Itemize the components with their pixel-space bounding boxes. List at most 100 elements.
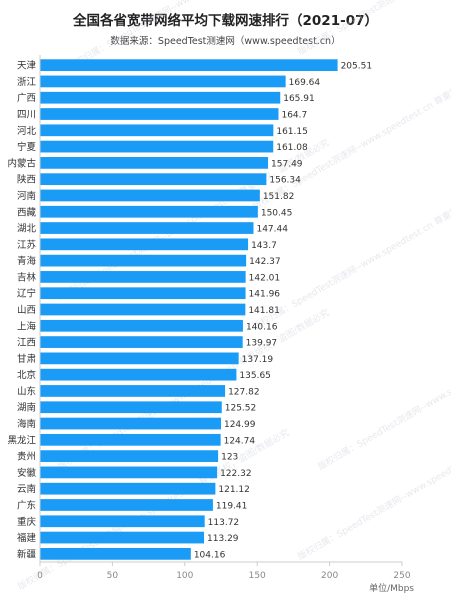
value-label: 113.72 bbox=[208, 518, 240, 528]
bar bbox=[40, 189, 260, 202]
category-label: 江西 bbox=[17, 338, 36, 349]
chart-subtitle: 数据来源：SpeedTest测速网（www.speedtest.cn） bbox=[110, 36, 341, 47]
category-label: 广西 bbox=[17, 92, 36, 104]
category-label: 江苏 bbox=[17, 239, 37, 251]
value-label: 122.32 bbox=[220, 469, 252, 479]
category-label: 海南 bbox=[17, 418, 36, 430]
category-label: 广东 bbox=[17, 499, 36, 511]
category-label: 吉林 bbox=[17, 271, 37, 283]
bar bbox=[40, 205, 258, 218]
x-tick-label: 100 bbox=[176, 571, 193, 581]
category-label: 北京 bbox=[17, 369, 36, 381]
value-label: 135.65 bbox=[239, 371, 271, 381]
bar bbox=[40, 271, 246, 283]
value-label: 161.15 bbox=[276, 127, 308, 137]
category-label: 宁夏 bbox=[17, 141, 37, 153]
value-label: 157.49 bbox=[271, 159, 303, 169]
category-label: 陕西 bbox=[17, 174, 36, 186]
category-label: 青海 bbox=[17, 255, 37, 267]
category-label: 黑龙江 bbox=[7, 434, 36, 446]
x-tick-label: 200 bbox=[321, 571, 338, 581]
bar bbox=[40, 433, 221, 446]
category-label: 四川 bbox=[17, 110, 36, 121]
bar bbox=[40, 417, 221, 430]
category-label: 安徽 bbox=[17, 467, 37, 479]
value-label: 143.7 bbox=[251, 241, 277, 251]
category-label: 甘肃 bbox=[17, 353, 36, 365]
bar bbox=[40, 91, 281, 104]
bar bbox=[40, 319, 243, 332]
bar bbox=[40, 157, 269, 169]
category-label: 山东 bbox=[17, 385, 36, 397]
watermark-text: 版权归属：SpeedTest测速网--www.speedtest.cn 尊重版权… bbox=[296, 396, 451, 562]
value-label: 142.37 bbox=[249, 257, 281, 267]
value-label: 140.16 bbox=[246, 322, 278, 332]
bar bbox=[40, 59, 338, 72]
bar bbox=[40, 499, 213, 511]
category-label: 福建 bbox=[17, 532, 37, 544]
bar bbox=[40, 254, 247, 267]
category-label: 西藏 bbox=[17, 206, 37, 218]
value-label: 124.74 bbox=[224, 436, 256, 446]
category-label: 贵州 bbox=[17, 451, 36, 463]
watermark-text: 版权归属：SpeedTest测速网--www.speedtest.cn 尊重版权… bbox=[296, 0, 451, 58]
category-label: 重庆 bbox=[17, 516, 37, 528]
chart-title: 全国各省宽带网络平均下载网速排行（2021-07） bbox=[73, 13, 378, 29]
bar bbox=[40, 124, 274, 137]
bar bbox=[40, 515, 205, 528]
value-label: 141.81 bbox=[248, 306, 280, 316]
value-label: 119.41 bbox=[216, 501, 248, 511]
bar bbox=[40, 75, 286, 88]
value-label: 137.19 bbox=[242, 355, 274, 365]
value-label: 123 bbox=[221, 453, 238, 463]
bar bbox=[40, 450, 219, 462]
x-tick-label: 150 bbox=[249, 571, 266, 581]
watermark-text: 版权归属：SpeedTest测速网--www.speedtest.cn 尊重版权… bbox=[316, 306, 451, 472]
value-label: 125.52 bbox=[225, 404, 257, 414]
category-label: 新疆 bbox=[17, 548, 37, 560]
bar bbox=[40, 303, 246, 316]
bar bbox=[40, 466, 218, 479]
category-label: 云南 bbox=[17, 483, 36, 495]
x-tick-label: 50 bbox=[107, 571, 119, 581]
value-label: 124.99 bbox=[224, 420, 256, 430]
bar bbox=[40, 287, 246, 300]
category-label: 河南 bbox=[17, 190, 36, 202]
bar bbox=[40, 222, 254, 234]
bar bbox=[40, 336, 243, 348]
category-label: 湖南 bbox=[17, 402, 36, 414]
category-label: 辽宁 bbox=[17, 288, 36, 300]
value-label: 150.45 bbox=[261, 208, 293, 218]
x-tick-label: 0 bbox=[37, 571, 43, 581]
bar bbox=[40, 531, 205, 544]
x-axis-unit-label: 单位/Mbps bbox=[369, 582, 414, 594]
category-label: 山西 bbox=[17, 305, 36, 316]
value-label: 142.01 bbox=[249, 273, 281, 283]
bar bbox=[40, 352, 239, 365]
bar bbox=[40, 173, 267, 186]
value-label: 139.97 bbox=[246, 339, 278, 349]
category-label: 河北 bbox=[17, 125, 37, 137]
category-label: 内蒙古 bbox=[7, 157, 36, 169]
value-label: 156.34 bbox=[269, 176, 301, 186]
value-label: 127.82 bbox=[228, 387, 260, 397]
value-label: 104.16 bbox=[194, 550, 226, 560]
bar bbox=[40, 108, 279, 120]
value-label: 164.7 bbox=[281, 111, 307, 121]
value-label: 161.08 bbox=[276, 143, 308, 153]
value-label: 141.96 bbox=[249, 290, 281, 300]
category-label: 浙江 bbox=[17, 76, 37, 88]
bar bbox=[40, 482, 216, 495]
value-label: 121.12 bbox=[218, 485, 250, 495]
value-label: 147.44 bbox=[256, 225, 288, 235]
value-label: 151.82 bbox=[263, 192, 295, 202]
value-label: 165.91 bbox=[283, 94, 315, 104]
bar bbox=[40, 547, 191, 560]
bar bbox=[40, 385, 226, 397]
value-label: 113.29 bbox=[207, 534, 239, 544]
category-label: 湖北 bbox=[17, 224, 37, 235]
bar bbox=[40, 140, 274, 153]
value-label: 169.64 bbox=[289, 78, 321, 88]
bar bbox=[40, 238, 249, 251]
